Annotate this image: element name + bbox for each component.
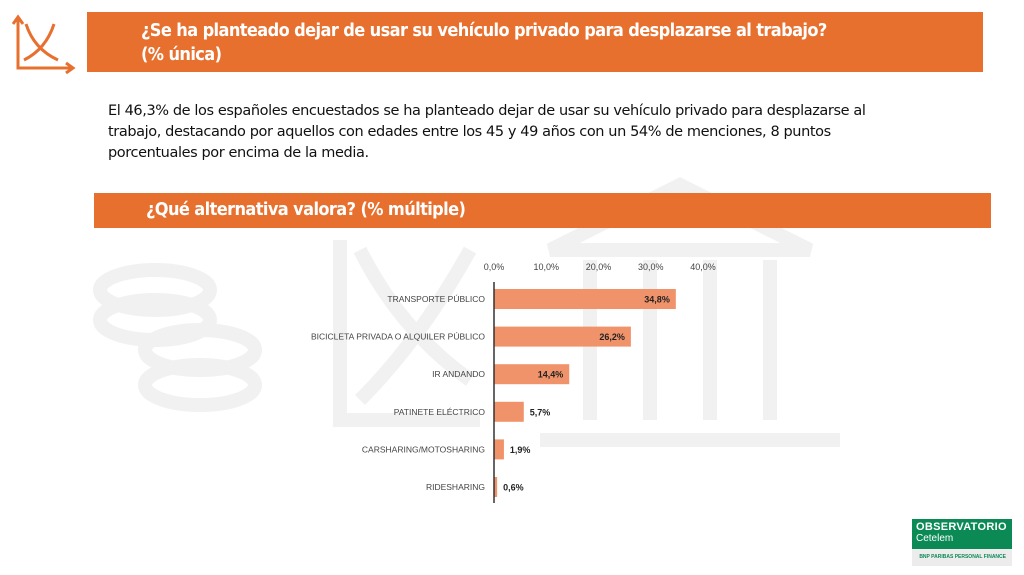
description-text: El 46,3% de los españoles encuestados se… bbox=[108, 103, 866, 161]
brand-name: OBSERVATORIO bbox=[916, 521, 1007, 533]
partner-logo: BNP PARIBAS PERSONAL FINANCE bbox=[919, 554, 1006, 560]
data-label: 0,6% bbox=[503, 483, 524, 493]
bar bbox=[494, 289, 676, 309]
data-label: 5,7% bbox=[530, 407, 551, 417]
category-label: IR ANDANDO bbox=[432, 369, 485, 379]
x-tick-label: 20,0% bbox=[586, 262, 612, 272]
x-tick-label: 0,0% bbox=[484, 262, 505, 272]
chart-logo-icon bbox=[12, 14, 76, 74]
category-label: CARSHARING/MOTOSHARING bbox=[362, 444, 485, 454]
x-tick-label: 40,0% bbox=[690, 262, 716, 272]
section-title: ¿Qué alternativa valora? (% múltiple) bbox=[146, 199, 466, 220]
x-tick-label: 30,0% bbox=[638, 262, 664, 272]
data-label: 34,8% bbox=[644, 295, 670, 305]
bar bbox=[494, 326, 631, 347]
category-label: RIDESHARING bbox=[426, 482, 485, 492]
bar bbox=[494, 439, 504, 460]
bar bbox=[494, 364, 570, 385]
brand-sub: Cetelem bbox=[916, 533, 954, 544]
bar bbox=[494, 477, 498, 497]
data-label: 1,9% bbox=[510, 445, 531, 455]
data-label: 14,4% bbox=[538, 370, 564, 380]
header-banner: ¿Se ha planteado dejar de usar su vehícu… bbox=[87, 12, 983, 72]
category-label: PATINETE ELÉCTRICO bbox=[394, 407, 486, 417]
header-title-line1: ¿Se ha planteado dejar de usar su vehícu… bbox=[141, 20, 827, 41]
data-label: 26,2% bbox=[599, 332, 625, 342]
category-label: TRANSPORTE PÚBLICO bbox=[387, 294, 485, 304]
bar bbox=[494, 401, 524, 422]
category-label: BICICLETA PRIVADA O ALQUILER PÚBLICO bbox=[311, 332, 485, 342]
observatorio-logo: OBSERVATORIO Cetelem BNP PARIBAS PERSONA… bbox=[912, 519, 1012, 566]
header-title-line2: (% única) bbox=[141, 44, 222, 65]
section-banner: ¿Qué alternativa valora? (% múltiple) bbox=[94, 193, 991, 228]
x-tick-label: 10,0% bbox=[533, 262, 559, 272]
